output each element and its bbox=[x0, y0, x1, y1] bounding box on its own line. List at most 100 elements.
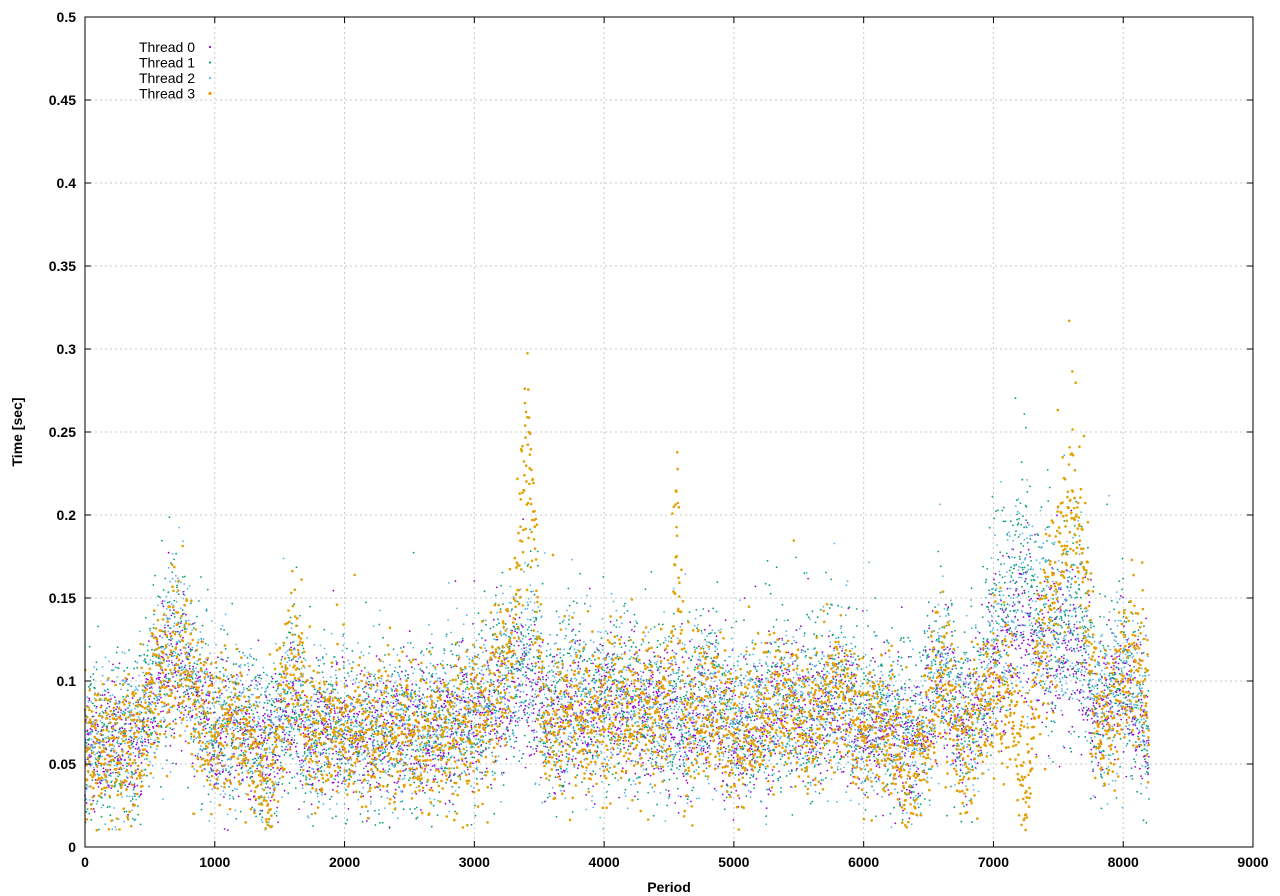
data-point bbox=[89, 676, 92, 678]
data-point bbox=[1009, 708, 1011, 711]
data-point bbox=[454, 580, 457, 582]
data-point bbox=[574, 757, 577, 760]
data-point bbox=[151, 722, 154, 724]
data-point bbox=[367, 683, 370, 686]
data-point bbox=[840, 756, 843, 758]
data-point bbox=[152, 584, 155, 586]
data-point bbox=[931, 640, 934, 643]
data-point bbox=[304, 792, 307, 794]
data-point bbox=[369, 738, 372, 740]
data-point bbox=[976, 762, 979, 765]
data-point bbox=[230, 674, 233, 676]
data-point bbox=[843, 655, 846, 658]
data-point bbox=[605, 671, 608, 674]
data-point bbox=[559, 721, 562, 723]
data-point bbox=[736, 715, 738, 718]
data-point bbox=[599, 775, 602, 777]
data-point bbox=[684, 751, 686, 754]
data-point bbox=[960, 738, 963, 741]
data-point bbox=[88, 697, 91, 700]
data-point bbox=[305, 716, 307, 719]
data-point bbox=[791, 710, 793, 713]
data-point bbox=[214, 723, 217, 726]
data-point bbox=[601, 725, 604, 728]
data-point bbox=[690, 751, 693, 753]
data-point bbox=[409, 700, 412, 703]
data-point bbox=[681, 733, 684, 736]
data-point bbox=[829, 711, 832, 714]
data-point bbox=[820, 695, 823, 698]
data-point bbox=[862, 610, 864, 612]
data-point bbox=[329, 722, 332, 725]
data-point bbox=[230, 744, 233, 747]
data-point bbox=[931, 679, 933, 682]
data-point bbox=[270, 713, 273, 716]
data-point bbox=[544, 745, 547, 748]
data-point bbox=[258, 676, 260, 679]
data-point bbox=[168, 660, 171, 662]
data-point bbox=[864, 794, 867, 796]
data-point bbox=[648, 659, 651, 662]
data-point bbox=[258, 755, 261, 758]
data-point bbox=[239, 718, 242, 721]
data-point bbox=[1084, 576, 1087, 579]
data-point bbox=[897, 734, 900, 737]
data-point bbox=[232, 797, 235, 800]
data-point bbox=[821, 670, 823, 673]
data-point bbox=[410, 755, 413, 757]
data-point bbox=[537, 661, 540, 663]
data-point bbox=[641, 719, 644, 722]
data-point bbox=[561, 754, 564, 756]
data-point bbox=[221, 714, 224, 717]
data-point bbox=[127, 750, 130, 753]
data-point bbox=[216, 773, 218, 775]
data-point bbox=[138, 654, 141, 657]
data-point bbox=[1110, 666, 1113, 669]
data-point bbox=[117, 754, 120, 757]
data-point bbox=[953, 659, 956, 662]
data-point bbox=[745, 740, 748, 742]
data-point bbox=[303, 801, 305, 803]
data-point bbox=[900, 606, 903, 608]
data-point bbox=[634, 772, 637, 775]
data-point bbox=[921, 747, 924, 750]
data-point bbox=[309, 699, 312, 702]
data-point bbox=[751, 758, 753, 761]
data-point bbox=[678, 742, 681, 744]
data-point bbox=[674, 690, 676, 693]
data-point bbox=[1060, 609, 1062, 611]
data-point bbox=[209, 671, 212, 674]
data-point bbox=[784, 717, 786, 720]
data-point bbox=[122, 710, 125, 713]
data-point bbox=[352, 683, 354, 685]
data-point bbox=[661, 692, 663, 694]
data-point bbox=[253, 795, 256, 797]
data-point bbox=[383, 718, 386, 721]
data-point bbox=[736, 758, 739, 760]
data-point bbox=[146, 708, 149, 711]
data-point bbox=[1034, 533, 1036, 536]
data-point bbox=[132, 789, 135, 791]
data-point bbox=[108, 760, 110, 763]
data-point bbox=[561, 667, 564, 669]
data-point bbox=[333, 707, 336, 710]
data-point bbox=[434, 778, 437, 780]
data-point bbox=[535, 750, 538, 752]
data-point bbox=[247, 738, 249, 740]
data-point bbox=[552, 707, 554, 710]
data-point bbox=[678, 716, 680, 718]
data-point bbox=[800, 649, 803, 651]
data-point bbox=[372, 772, 375, 775]
data-point bbox=[1021, 642, 1023, 645]
data-point bbox=[309, 605, 311, 608]
data-point bbox=[463, 673, 466, 676]
data-point bbox=[1092, 704, 1095, 707]
data-point bbox=[158, 676, 161, 679]
data-point bbox=[853, 738, 856, 741]
data-point bbox=[748, 703, 751, 706]
data-point bbox=[275, 783, 278, 786]
data-point bbox=[694, 676, 696, 679]
data-point bbox=[276, 759, 279, 761]
data-point bbox=[414, 750, 417, 752]
data-point bbox=[754, 585, 757, 588]
